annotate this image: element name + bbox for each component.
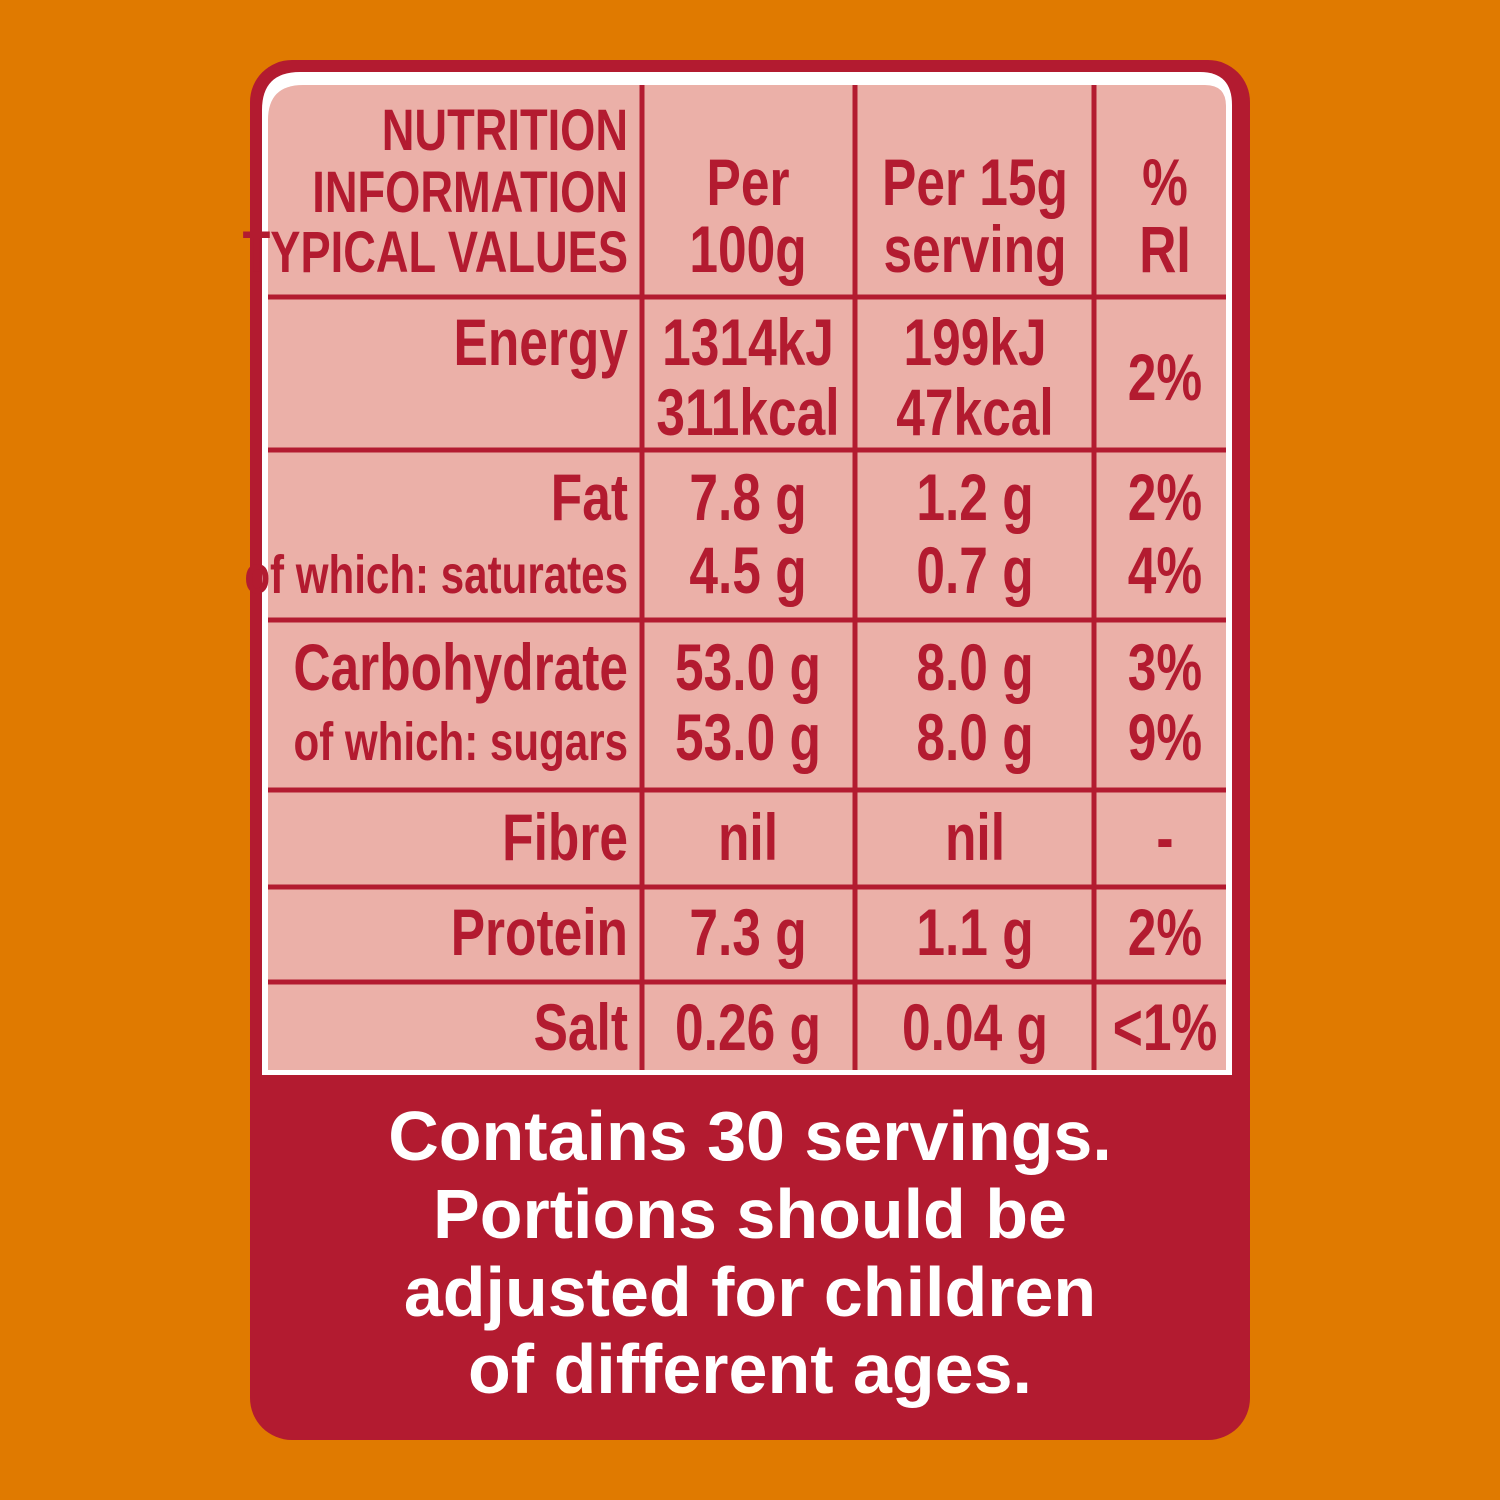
row-value: 53.0 g: [675, 630, 821, 705]
table-background: [268, 85, 1226, 1070]
row-value: 2%: [1128, 895, 1202, 970]
row-value: 8.0 g: [916, 630, 1033, 705]
row-value: 1.1 g: [916, 895, 1033, 970]
row-value: 47kcal: [896, 375, 1053, 450]
row-label: Energy: [454, 305, 629, 380]
row-value: -: [1156, 800, 1173, 875]
header-cell: INFORMATION: [312, 161, 628, 226]
row-value: 2%: [1128, 460, 1202, 535]
row-value: 199kJ: [903, 305, 1046, 380]
row-value: 1.2 g: [916, 460, 1033, 535]
row-value: nil: [945, 800, 1005, 875]
row-value: nil: [718, 800, 778, 875]
row-value: 4%: [1128, 533, 1202, 608]
table-grid: [268, 85, 1226, 1070]
row-value: 7.8 g: [689, 460, 806, 535]
footer-line: adjusted for children: [404, 1253, 1096, 1331]
header-cell: NUTRITION: [382, 99, 628, 164]
row-value: 0.26 g: [675, 990, 821, 1065]
header-cell: TYPICAL VALUES: [243, 221, 628, 286]
row-label: Salt: [534, 990, 628, 1065]
row-value: 4.5 g: [689, 533, 806, 608]
row-value: 0.7 g: [916, 533, 1033, 608]
header-cell: %: [1142, 145, 1188, 220]
footer-line: Portions should be: [433, 1175, 1067, 1253]
row-value: 2%: [1128, 340, 1202, 415]
row-value: 0.04 g: [902, 990, 1048, 1065]
footer-line: Contains 30 servings.: [388, 1097, 1112, 1175]
footer-line: of different ages.: [468, 1330, 1032, 1408]
header-cell: serving: [883, 212, 1066, 287]
row-value: 53.0 g: [675, 700, 821, 775]
row-value: 9%: [1128, 700, 1202, 775]
header-cell: Per: [707, 145, 790, 220]
row-label: of which: sugars: [293, 712, 628, 772]
row-label: Fibre: [502, 800, 628, 875]
row-value: 3%: [1128, 630, 1202, 705]
row-value: <1%: [1113, 990, 1217, 1065]
header-cell: RI: [1139, 212, 1190, 287]
row-value: 311kcal: [656, 375, 839, 450]
row-label: Carbohydrate: [293, 630, 628, 705]
row-label: of which: saturates: [244, 545, 628, 605]
row-label: Fat: [551, 460, 628, 535]
row-value: 7.3 g: [689, 895, 806, 970]
header-cell: Per 15g: [882, 145, 1068, 220]
row-value: 8.0 g: [916, 700, 1033, 775]
row-label: Protein: [451, 895, 628, 970]
header-cell: 100g: [689, 212, 806, 287]
row-value: 1314kJ: [662, 305, 834, 380]
